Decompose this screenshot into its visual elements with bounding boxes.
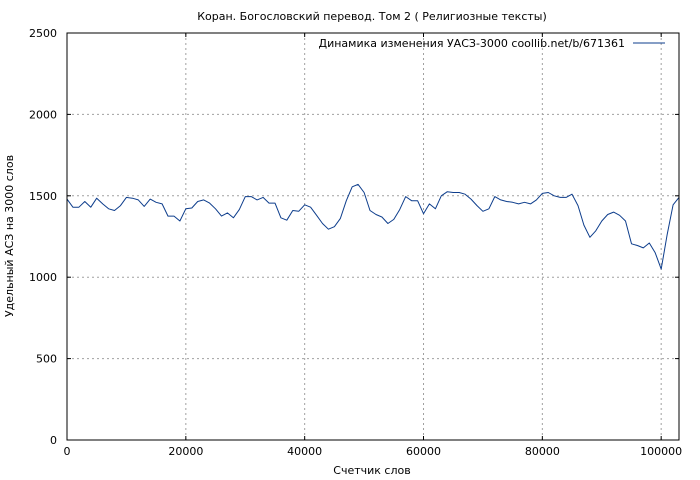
chart-title: Коран. Богословский перевод. Том 2 ( Рел… <box>197 10 547 23</box>
legend-label: Динамика изменения УАСЗ-3000 coollib.net… <box>319 37 626 50</box>
x-tick-label: 20000 <box>168 445 203 458</box>
y-tick-labels: 0 500 1000 1500 2000 2500 <box>29 27 57 447</box>
y-tick-label: 2000 <box>29 108 57 121</box>
x-tick-label: 100000 <box>640 445 682 458</box>
grid-lines <box>67 33 679 440</box>
x-tick-label: 80000 <box>525 445 560 458</box>
axis-ticks <box>66 32 679 441</box>
x-tick-labels: 0 20000 40000 60000 80000 100000 <box>64 445 683 458</box>
y-tick-label: 1000 <box>29 271 57 284</box>
legend: Динамика изменения УАСЗ-3000 coollib.net… <box>319 37 665 50</box>
x-axis-label: Счетчик слов <box>333 464 410 477</box>
y-axis-label: Удельный АСЗ на 3000 слов <box>3 155 16 317</box>
y-tick-label: 0 <box>50 434 57 447</box>
plot-frame <box>66 32 680 441</box>
x-tick-label: 0 <box>64 445 71 458</box>
series-layer <box>66 183 680 270</box>
x-tick-label: 60000 <box>406 445 441 458</box>
y-tick-label: 2500 <box>29 27 57 40</box>
y-tick-label: 1500 <box>29 190 57 203</box>
x-tick-label: 40000 <box>287 445 322 458</box>
series-line <box>66 183 680 270</box>
y-tick-label: 500 <box>36 353 57 366</box>
